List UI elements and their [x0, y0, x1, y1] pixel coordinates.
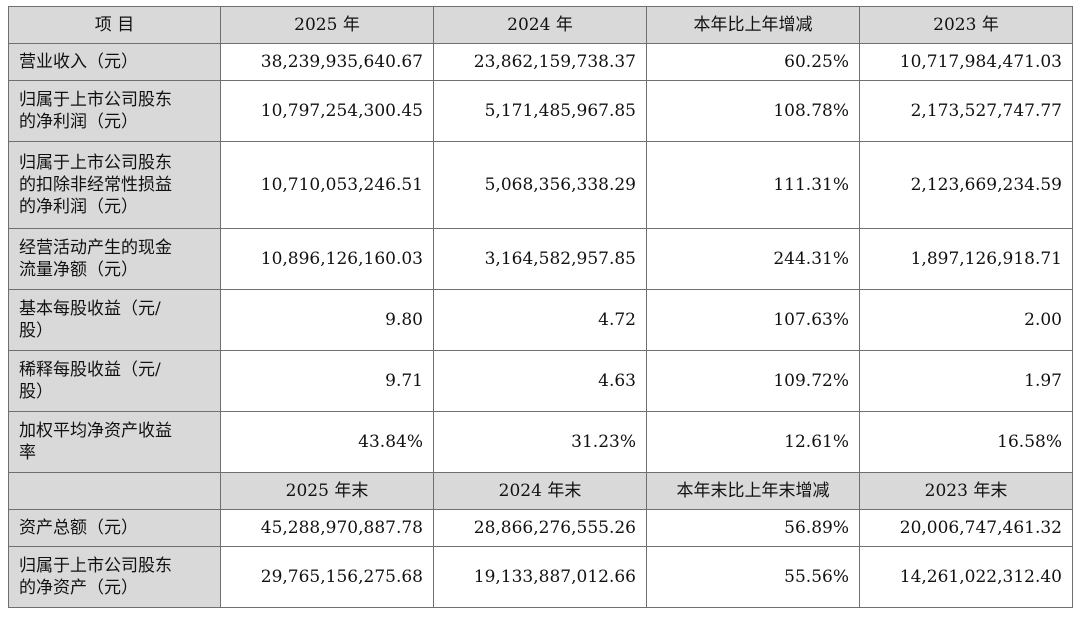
header-cell-change: 本年比上年增减 — [646, 6, 860, 44]
value-2025-end: 45,288,970,887.78 — [220, 509, 434, 547]
value-2025: 10,797,254,300.45 — [220, 80, 434, 142]
subheader-cell-2025-end: 2025 年末 — [220, 472, 434, 510]
row-label: 稀释每股收益（元/ 股） — [8, 350, 221, 412]
header-cell-2025: 2025 年 — [220, 6, 434, 44]
row-label-line: 率 — [19, 443, 36, 463]
row-label-line: 的净资产（元） — [19, 578, 138, 598]
value-2024: 4.72 — [433, 289, 647, 351]
row-label-line: 经营活动产生的现金 — [19, 238, 172, 258]
row-label: 归属于上市公司股东 的净资产（元） — [8, 546, 221, 608]
value-2023-end: 14,261,022,312.40 — [859, 546, 1073, 608]
row-label: 资产总额（元） — [8, 509, 221, 547]
value-2025: 43.84% — [220, 411, 434, 473]
table-row-total-assets: 资产总额（元） 45,288,970,887.78 28,866,276,555… — [8, 509, 1073, 547]
row-label-line: 归属于上市公司股东 — [19, 90, 172, 110]
value-2025-end: 29,765,156,275.68 — [220, 546, 434, 608]
value-2025: 9.80 — [220, 289, 434, 351]
value-change: 111.31% — [646, 141, 860, 229]
value-2023-end: 20,006,747,461.32 — [859, 509, 1073, 547]
value-2025: 10,896,126,160.03 — [220, 228, 434, 290]
value-change: 56.89% — [646, 509, 860, 547]
row-label-line: 股） — [19, 382, 53, 402]
value-change: 55.56% — [646, 546, 860, 608]
value-2023: 2,123,669,234.59 — [859, 141, 1073, 229]
row-label-line: 归属于上市公司股东 — [19, 153, 172, 173]
subheader-cell-2024-end: 2024 年末 — [433, 472, 647, 510]
subheader-cell-empty — [8, 472, 221, 510]
table-row-operating-cash-flow: 经营活动产生的现金 流量净额（元） 10,896,126,160.03 3,16… — [8, 228, 1073, 290]
subheader-row: 2025 年末 2024 年末 本年末比上年末增减 2023 年末 — [8, 472, 1073, 510]
value-2024-end: 28,866,276,555.26 — [433, 509, 647, 547]
value-change: 107.63% — [646, 289, 860, 351]
value-2023: 2,173,527,747.77 — [859, 80, 1073, 142]
row-label-line: 基本每股收益（元/ — [19, 299, 161, 319]
value-2023: 1,897,126,918.71 — [859, 228, 1073, 290]
row-label: 加权平均净资产收益 率 — [8, 411, 221, 473]
value-2024-end: 19,133,887,012.66 — [433, 546, 647, 608]
table-row-net-profit: 归属于上市公司股东 的净利润（元） 10,797,254,300.45 5,17… — [8, 80, 1073, 142]
row-label-line: 稀释每股收益（元/ — [19, 360, 161, 380]
value-2024: 4.63 — [433, 350, 647, 412]
value-2024: 3,164,582,957.85 — [433, 228, 647, 290]
row-label: 归属于上市公司股东 的净利润（元） — [8, 80, 221, 142]
row-label-line: 归属于上市公司股东 — [19, 556, 172, 576]
value-2023: 16.58% — [859, 411, 1073, 473]
value-2023: 2.00 — [859, 289, 1073, 351]
table-row-weighted-roe: 加权平均净资产收益 率 43.84% 31.23% 12.61% 16.58% — [8, 411, 1073, 473]
header-row: 项 目 2025 年 2024 年 本年比上年增减 2023 年 — [8, 6, 1073, 44]
table-row-net-assets: 归属于上市公司股东 的净资产（元） 29,765,156,275.68 19,1… — [8, 546, 1073, 608]
value-2023: 10,717,984,471.03 — [859, 43, 1073, 81]
value-2023: 1.97 — [859, 350, 1073, 412]
table-row-adjusted-net-profit: 归属于上市公司股东 的扣除非经常性损益 的净利润（元） 10,710,053,2… — [8, 141, 1073, 229]
value-2025: 10,710,053,246.51 — [220, 141, 434, 229]
financial-data-table: 项 目 2025 年 2024 年 本年比上年增减 2023 年 营业收入（元）… — [8, 6, 1073, 608]
value-change: 60.25% — [646, 43, 860, 81]
value-change: 109.72% — [646, 350, 860, 412]
header-cell-item: 项 目 — [8, 6, 221, 44]
row-label-line: 的扣除非经常性损益 — [19, 175, 172, 195]
value-2024: 23,862,159,738.37 — [433, 43, 647, 81]
subheader-cell-change: 本年末比上年末增减 — [646, 472, 860, 510]
row-label: 营业收入（元） — [8, 43, 221, 81]
row-label-line: 流量净额（元） — [19, 260, 138, 280]
value-2024: 31.23% — [433, 411, 647, 473]
value-change: 244.31% — [646, 228, 860, 290]
value-2024: 5,171,485,967.85 — [433, 80, 647, 142]
value-2024: 5,068,356,338.29 — [433, 141, 647, 229]
header-cell-2023: 2023 年 — [859, 6, 1073, 44]
table-row-diluted-eps: 稀释每股收益（元/ 股） 9.71 4.63 109.72% 1.97 — [8, 350, 1073, 412]
row-label: 经营活动产生的现金 流量净额（元） — [8, 228, 221, 290]
table-row-revenue: 营业收入（元） 38,239,935,640.67 23,862,159,738… — [8, 43, 1073, 81]
value-change: 108.78% — [646, 80, 860, 142]
value-2025: 38,239,935,640.67 — [220, 43, 434, 81]
header-cell-2024: 2024 年 — [433, 6, 647, 44]
table-row-basic-eps: 基本每股收益（元/ 股） 9.80 4.72 107.63% 2.00 — [8, 289, 1073, 351]
row-label-line: 的净利润（元） — [19, 197, 138, 217]
row-label-line: 资产总额（元） — [19, 518, 138, 538]
value-2025: 9.71 — [220, 350, 434, 412]
subheader-cell-2023-end: 2023 年末 — [859, 472, 1073, 510]
row-label: 归属于上市公司股东 的扣除非经常性损益 的净利润（元） — [8, 141, 221, 229]
row-label-line: 股） — [19, 321, 53, 341]
row-label-line: 的净利润（元） — [19, 112, 138, 132]
value-change: 12.61% — [646, 411, 860, 473]
row-label: 基本每股收益（元/ 股） — [8, 289, 221, 351]
row-label-line: 营业收入（元） — [19, 52, 138, 72]
row-label-line: 加权平均净资产收益 — [19, 421, 172, 441]
